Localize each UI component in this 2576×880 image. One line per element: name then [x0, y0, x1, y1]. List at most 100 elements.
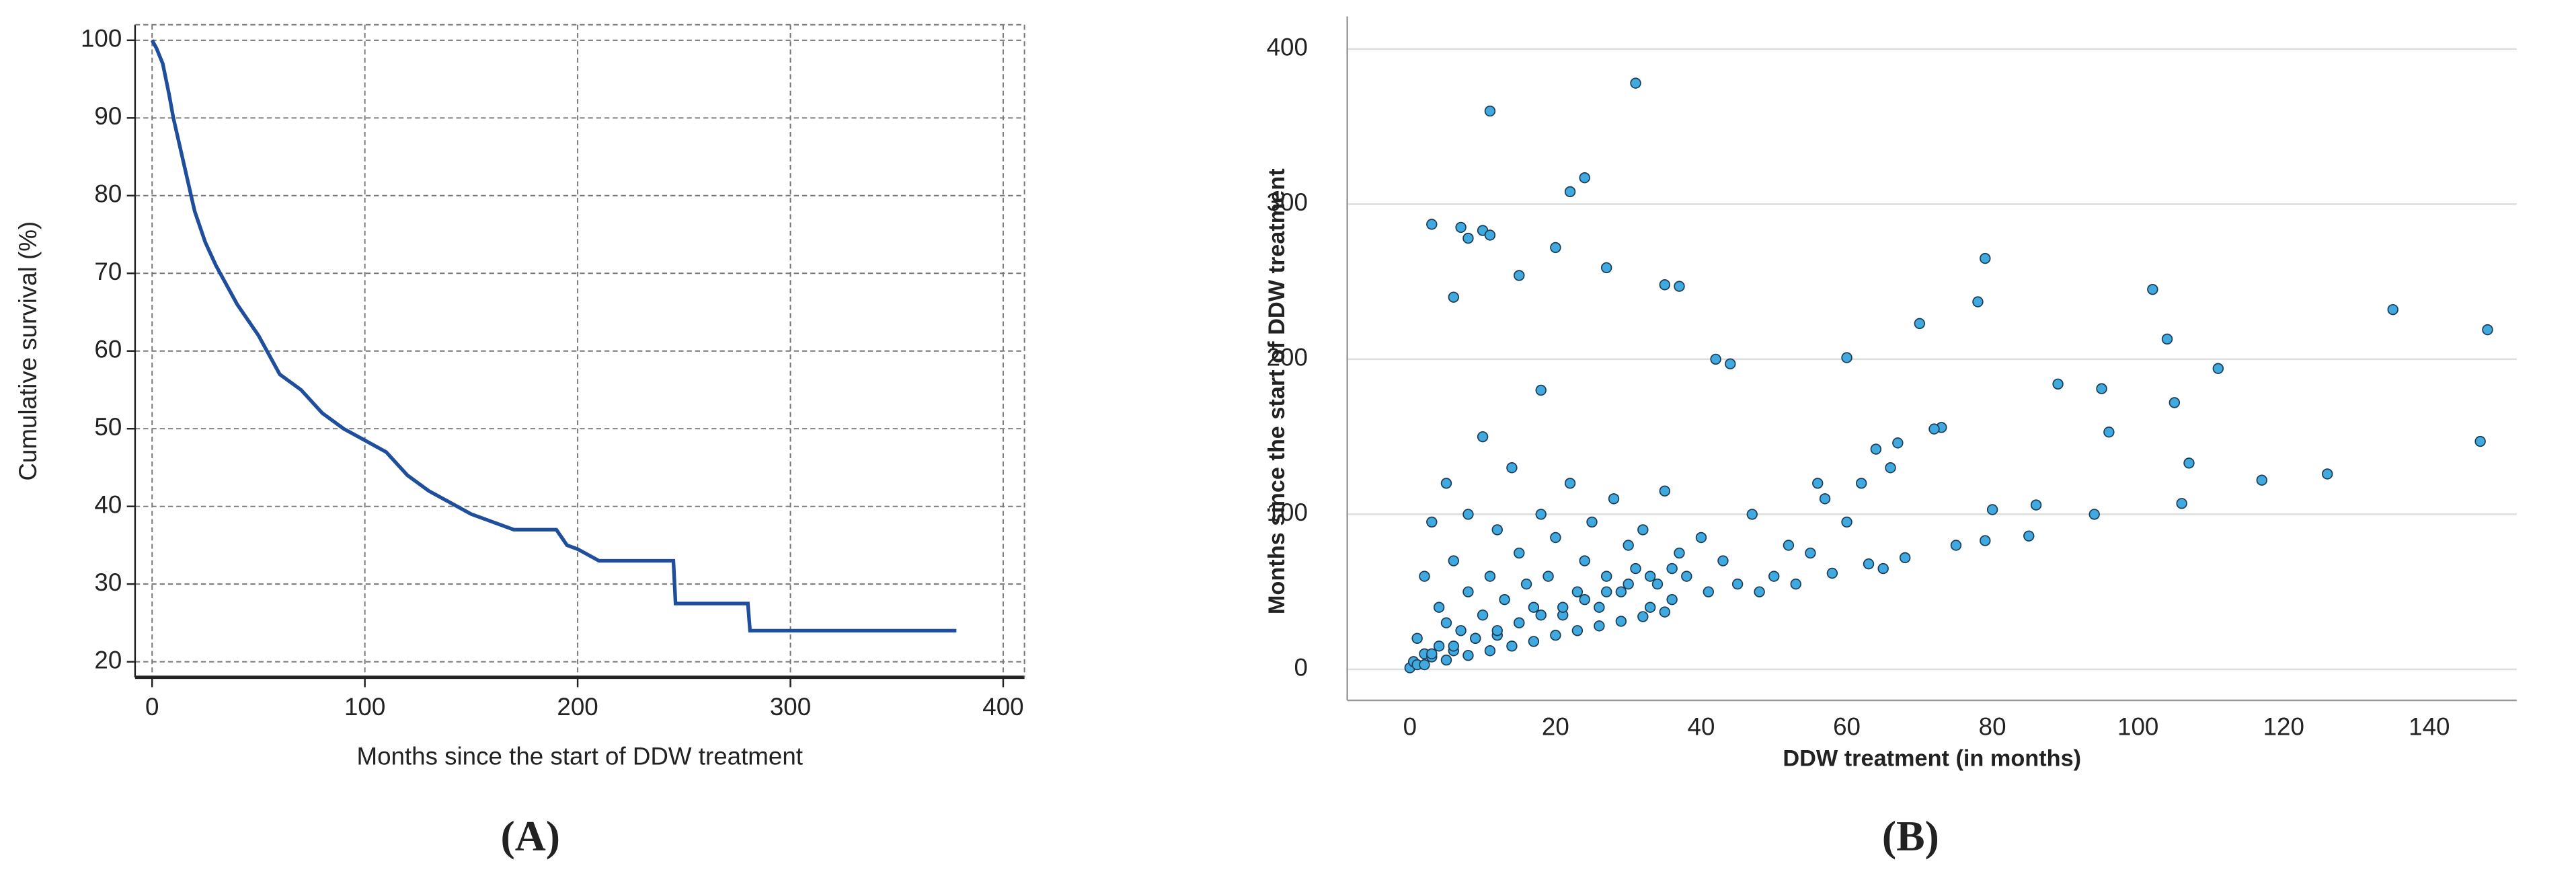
x-tick-label: 0 — [1403, 712, 1417, 740]
point — [1535, 509, 1547, 520]
point — [1594, 620, 1605, 632]
point — [1579, 172, 1590, 184]
point — [1550, 629, 1561, 641]
point — [1462, 232, 1474, 244]
y-tick-label: 40 — [94, 490, 122, 518]
point — [1877, 562, 1889, 575]
x-axis-label: Months since the start of DDW treatment — [356, 742, 803, 770]
point — [1731, 578, 1744, 590]
point — [1608, 493, 1620, 505]
point — [1790, 578, 1801, 590]
point — [1703, 586, 1714, 597]
point — [1535, 610, 1547, 621]
point — [1986, 504, 1998, 515]
point — [1411, 632, 1423, 645]
point — [1812, 478, 1824, 489]
y-tick-label: 30 — [94, 569, 122, 596]
point — [1514, 617, 1525, 628]
point — [1426, 219, 1438, 230]
point — [2387, 303, 2398, 316]
point — [1950, 540, 1962, 551]
point — [1674, 281, 1685, 292]
point — [1491, 524, 1503, 536]
point — [1433, 601, 1445, 613]
point — [1928, 423, 1940, 435]
point — [1586, 516, 1598, 528]
point — [1455, 625, 1467, 636]
point — [1535, 384, 1547, 396]
point — [1506, 640, 1518, 652]
point — [1571, 625, 1584, 636]
y-tick-label: 0 — [1294, 654, 1307, 682]
point — [1477, 431, 1489, 443]
point — [1892, 437, 1904, 449]
point — [1980, 252, 1991, 264]
point — [2147, 283, 2158, 295]
point — [1484, 645, 1496, 657]
point — [1600, 586, 1612, 597]
point — [1899, 552, 1911, 564]
point — [1484, 571, 1496, 582]
point — [1805, 547, 1816, 559]
point — [1644, 601, 1656, 613]
point — [1484, 229, 1496, 241]
point — [1579, 593, 1590, 606]
point — [1623, 540, 1634, 551]
point — [1695, 531, 1707, 544]
point — [1564, 478, 1576, 489]
point — [1826, 567, 1838, 579]
point — [1914, 318, 1926, 330]
point — [1491, 625, 1503, 636]
point — [2212, 363, 2224, 374]
point — [1637, 611, 1649, 622]
point — [1440, 654, 1452, 666]
point — [1579, 555, 1590, 566]
point — [1841, 352, 1852, 363]
point — [1863, 558, 1875, 570]
y-tick-label: 100 — [1267, 499, 1308, 526]
point — [1819, 493, 1831, 505]
point — [2169, 397, 2181, 408]
point — [2096, 383, 2107, 394]
point — [2023, 530, 2035, 542]
point — [1448, 640, 1459, 652]
point — [1637, 524, 1649, 536]
point — [1564, 186, 1576, 198]
x-axis-label: DDW treatment (in months) — [1783, 745, 2081, 771]
x-tick-label: 80 — [1979, 712, 2006, 740]
point — [1972, 296, 1984, 307]
point — [1433, 640, 1445, 652]
survival-line — [150, 39, 957, 633]
point — [2322, 468, 2333, 480]
point — [2052, 378, 2064, 390]
point — [1659, 606, 1671, 618]
y-tick-label: 80 — [94, 180, 122, 207]
point — [1783, 540, 1795, 551]
point — [1520, 578, 1532, 590]
point — [1462, 649, 1474, 661]
point — [1615, 616, 1627, 627]
point — [1594, 601, 1605, 613]
x-tick-label: 200 — [557, 693, 598, 721]
point — [1440, 478, 1452, 489]
point — [1717, 555, 1729, 566]
point — [1550, 531, 1561, 544]
x-tick-label: 120 — [2263, 712, 2304, 740]
point — [1630, 562, 1641, 575]
point — [1841, 516, 1852, 528]
point — [1514, 547, 1525, 559]
y-tick-label: 400 — [1267, 34, 1308, 61]
point — [1600, 262, 1612, 274]
point — [1615, 586, 1627, 597]
point — [2161, 333, 2173, 345]
point — [1659, 279, 1671, 291]
point — [1514, 270, 1525, 281]
point — [1630, 77, 1641, 89]
point — [2030, 499, 2042, 511]
point — [1448, 291, 1459, 303]
x-tick-label: 300 — [770, 693, 811, 721]
point — [1462, 586, 1474, 597]
panel-label: (B) — [1882, 812, 1939, 860]
point — [1440, 617, 1452, 628]
x-tick-label: 140 — [2409, 712, 2450, 740]
